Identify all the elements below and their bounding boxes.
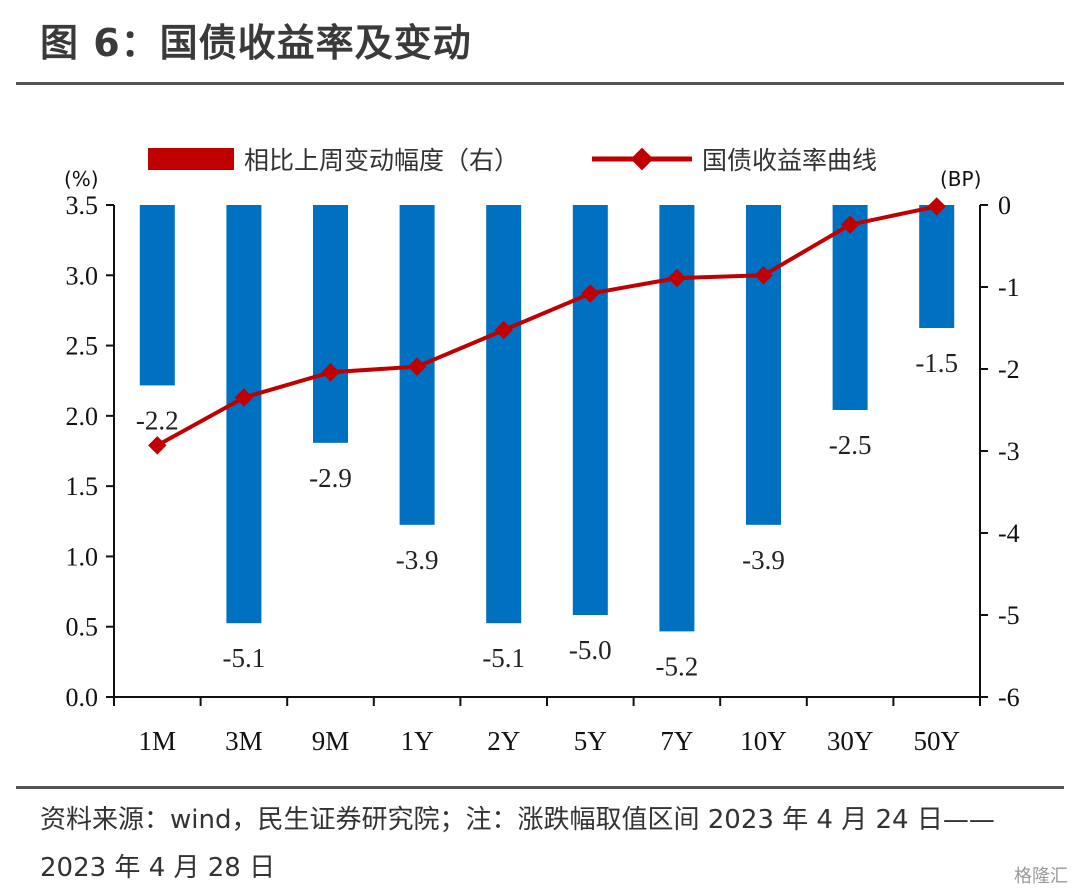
right-axis-unit: (BP) <box>940 167 981 191</box>
page-title: 图 6：国债收益率及变动 <box>40 21 472 65</box>
watermark-logo: 格隆汇 <box>1014 866 1068 887</box>
bar-label-9M: -2.9 <box>309 463 352 493</box>
bar-label-3M: -5.1 <box>223 643 266 673</box>
yield-point-30Y <box>840 215 860 234</box>
yield-point-2Y <box>494 320 513 340</box>
bar-label-2Y: -5.1 <box>482 643 525 673</box>
right-tick-label: -5 <box>998 601 1020 630</box>
left-tick-label: 1.5 <box>66 472 99 501</box>
bar-label-7Y: -5.2 <box>656 651 699 681</box>
x-axis-categories: 1M 3M 9M 1Y 2Y 5Y 7Y 10Y 30Y 50Y <box>139 726 960 756</box>
yield-point-50Y <box>927 197 946 216</box>
yield-point-5Y <box>581 284 600 303</box>
x-label-50Y: 50Y <box>913 726 960 756</box>
right-tick-label: -4 <box>998 519 1020 548</box>
bar-3M <box>226 205 262 624</box>
chart-legend: 相比上周变动幅度（右） 国债收益率曲线 <box>148 146 877 175</box>
yield-point-1Y <box>407 357 427 376</box>
bar-50Y <box>919 205 955 328</box>
right-tick-label: -1 <box>998 273 1020 302</box>
left-tick-label: 1.0 <box>66 542 99 571</box>
bar-label-50Y: -1.5 <box>915 348 958 378</box>
line-series <box>148 197 946 455</box>
x-label-5Y: 5Y <box>574 726 607 756</box>
legend-line-label: 国债收益率曲线 <box>702 146 877 175</box>
left-tick-label: 2.0 <box>66 402 99 431</box>
legend-bar-swatch <box>148 148 234 170</box>
bar-label-1Y: -3.9 <box>396 545 439 575</box>
bar-label-5Y: -5.0 <box>569 635 612 665</box>
yield-point-1M <box>148 436 167 455</box>
bar-30Y <box>832 205 868 410</box>
yield-curve-line <box>156 204 938 448</box>
right-tick-label: -6 <box>998 683 1020 712</box>
bar-label-1M: -2.2 <box>136 405 179 435</box>
x-label-10Y: 10Y <box>740 726 787 756</box>
bar-1M <box>139 205 175 386</box>
left-axis-unit: (%) <box>64 167 99 191</box>
right-tick-label: 0 <box>998 191 1011 220</box>
x-label-7Y: 7Y <box>660 726 693 756</box>
chart-axes: 0.0 0.5 1.0 1.5 2.0 2.5 3.0 3.5 0 -1 -2 -3 -4 -5 -6 <box>66 191 1020 712</box>
bar-data-labels: -2.2 -5.1 -2.9 -3.9 -5.1 -5.0 -5.2 -3.9 -2.5 -1.5 <box>136 348 958 681</box>
x-label-9M: 9M <box>312 726 350 756</box>
left-tick-label: 3.5 <box>66 191 99 220</box>
bar-10Y <box>746 205 781 525</box>
right-tick-label: -2 <box>998 355 1020 384</box>
x-label-30Y: 30Y <box>827 726 874 756</box>
bar-label-30Y: -2.5 <box>829 430 872 460</box>
footer-divider <box>16 786 1064 789</box>
right-tick-label: -3 <box>998 437 1020 466</box>
bar-label-10Y: -3.9 <box>742 545 785 575</box>
source-note: 资料来源：wind，民生证券研究院；注：涨跌幅取值区间 2023 年 4 月 2… <box>40 805 995 883</box>
legend-line-marker <box>630 147 654 171</box>
bar-series <box>139 205 955 632</box>
yield-point-10Y <box>754 266 773 285</box>
left-tick-label: 0.0 <box>66 683 99 712</box>
x-label-3M: 3M <box>225 726 263 756</box>
bar-9M <box>313 205 348 443</box>
legend-bar-label: 相比上周变动幅度（右） <box>244 146 519 175</box>
yield-point-9M <box>321 363 340 382</box>
yield-point-3M <box>234 388 254 407</box>
left-tick-label: 2.5 <box>66 332 99 361</box>
left-tick-label: 0.5 <box>66 613 99 642</box>
title-divider <box>16 82 1064 85</box>
left-tick-label: 3.0 <box>66 261 99 290</box>
bar-2Y <box>486 205 522 624</box>
yield-point-7Y <box>667 268 687 288</box>
x-label-2Y: 2Y <box>487 726 520 756</box>
x-label-1Y: 1Y <box>401 726 434 756</box>
bar-5Y <box>572 205 608 615</box>
x-label-1M: 1M <box>139 726 177 756</box>
